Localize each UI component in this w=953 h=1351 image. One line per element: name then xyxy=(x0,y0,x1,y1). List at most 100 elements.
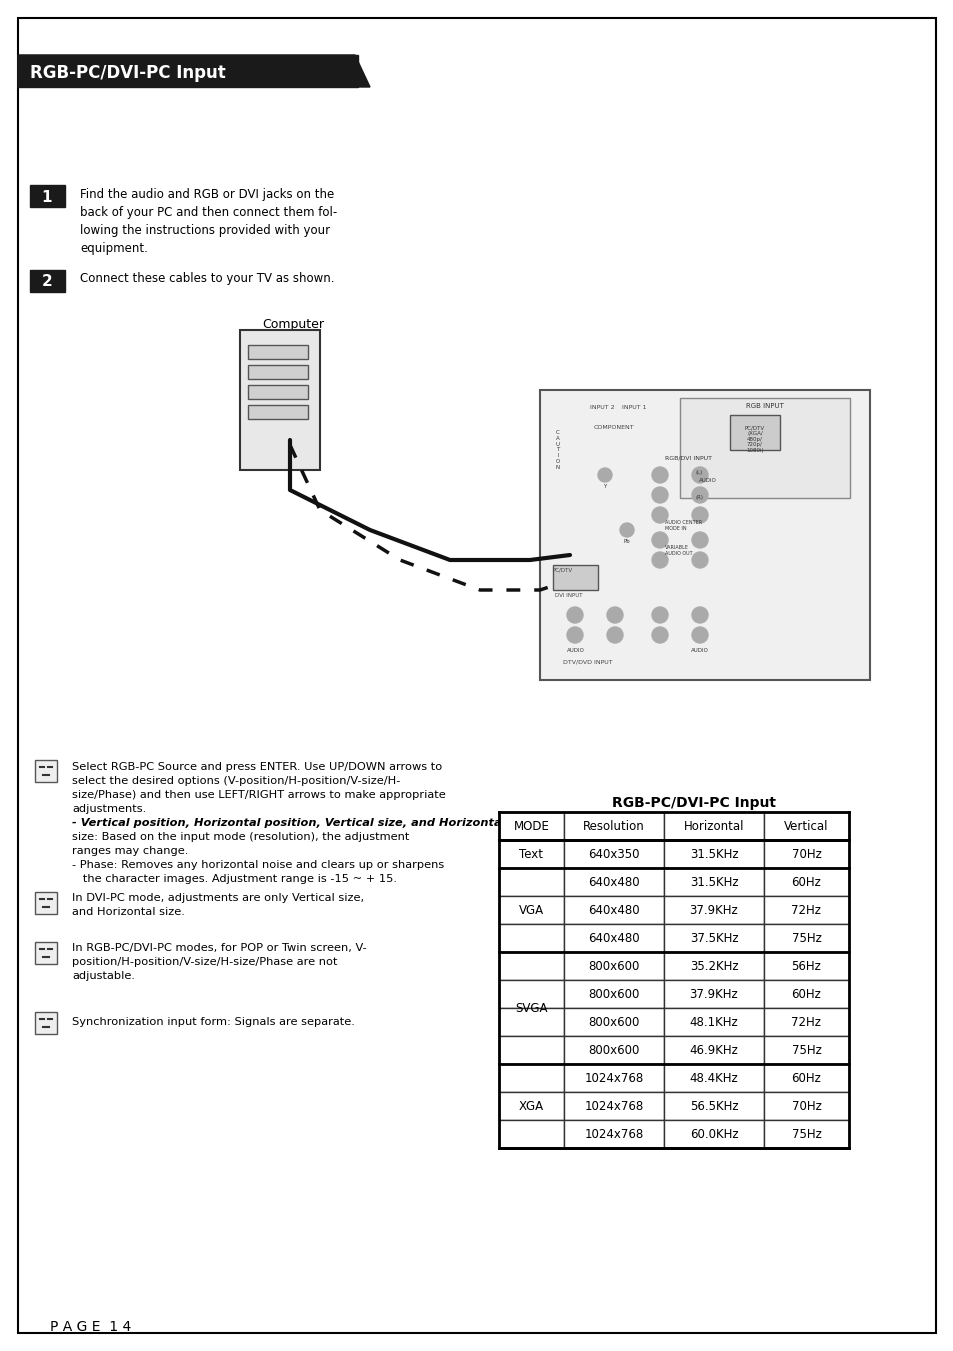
Text: Synchronization input form: Signals are separate.: Synchronization input form: Signals are … xyxy=(71,1017,355,1027)
Text: COMPONENT: COMPONENT xyxy=(594,426,634,430)
Bar xyxy=(663,979,763,1008)
Bar xyxy=(498,952,563,979)
Text: 46.9KHz: 46.9KHz xyxy=(689,1043,738,1056)
Text: 800x600: 800x600 xyxy=(588,959,639,973)
Text: 75Hz: 75Hz xyxy=(791,931,821,944)
Bar xyxy=(563,924,663,952)
Circle shape xyxy=(651,607,667,623)
Text: 1024x768: 1024x768 xyxy=(584,1071,643,1085)
Text: Connect these cables to your TV as shown.: Connect these cables to your TV as shown… xyxy=(80,272,335,285)
Text: 48.4KHz: 48.4KHz xyxy=(689,1071,738,1085)
Circle shape xyxy=(651,553,667,567)
Bar xyxy=(663,952,763,979)
Bar xyxy=(498,867,563,896)
Circle shape xyxy=(566,607,582,623)
Circle shape xyxy=(691,467,707,484)
Bar xyxy=(663,840,763,867)
Bar xyxy=(763,867,848,896)
Text: AUDIO: AUDIO xyxy=(699,478,717,484)
Text: VARIABLE
AUDIO OUT: VARIABLE AUDIO OUT xyxy=(664,544,692,555)
Text: Select RGB-PC Source and press ENTER. Use UP/DOWN arrows to: Select RGB-PC Source and press ENTER. Us… xyxy=(71,762,442,771)
Bar xyxy=(663,1008,763,1036)
Text: 800x600: 800x600 xyxy=(588,988,639,1001)
Text: 1: 1 xyxy=(42,189,52,204)
Circle shape xyxy=(606,627,622,643)
Text: VGA: VGA xyxy=(518,904,543,916)
Bar xyxy=(35,761,57,782)
Text: Find the audio and RGB or DVI jacks on the
back of your PC and then connect them: Find the audio and RGB or DVI jacks on t… xyxy=(80,188,337,255)
Bar xyxy=(498,924,563,952)
Bar xyxy=(30,185,65,207)
Text: INPUT 2: INPUT 2 xyxy=(589,405,614,409)
Circle shape xyxy=(619,523,634,536)
Text: 2: 2 xyxy=(42,273,52,289)
Text: size: Based on the input mode (resolution), the adjustment: size: Based on the input mode (resolutio… xyxy=(71,832,409,842)
Bar xyxy=(763,1065,848,1092)
Text: AUDIO CENTER
MODE IN: AUDIO CENTER MODE IN xyxy=(664,520,701,531)
Bar xyxy=(763,924,848,952)
Bar xyxy=(763,1120,848,1148)
Text: 70Hz: 70Hz xyxy=(791,1100,821,1112)
Bar xyxy=(248,345,308,359)
Text: 800x600: 800x600 xyxy=(588,1043,639,1056)
Bar xyxy=(563,1092,663,1120)
Text: 35.2KHz: 35.2KHz xyxy=(689,959,738,973)
Bar xyxy=(498,1120,563,1148)
Bar xyxy=(763,1092,848,1120)
Text: 72Hz: 72Hz xyxy=(791,1016,821,1028)
Text: P A G E  1 4: P A G E 1 4 xyxy=(50,1320,132,1333)
Text: the character images. Adjustment range is -15 ~ + 15.: the character images. Adjustment range i… xyxy=(71,874,396,884)
Circle shape xyxy=(606,607,622,623)
Text: RGB-PC/DVI-PC Input: RGB-PC/DVI-PC Input xyxy=(30,63,226,82)
Circle shape xyxy=(566,627,582,643)
Bar xyxy=(663,924,763,952)
Circle shape xyxy=(651,532,667,549)
Bar xyxy=(35,892,57,915)
Text: AUDIO: AUDIO xyxy=(690,648,708,653)
Text: Horizontal: Horizontal xyxy=(683,820,743,832)
Bar xyxy=(30,270,65,292)
Bar xyxy=(498,1008,563,1036)
Text: C
A
U
T
I
O
N: C A U T I O N xyxy=(556,430,559,470)
Bar xyxy=(248,405,308,419)
Text: 800x600: 800x600 xyxy=(588,1016,639,1028)
Text: PC/DTV: PC/DTV xyxy=(553,567,573,573)
Text: XGA: XGA xyxy=(518,1100,543,1112)
Text: 60Hz: 60Hz xyxy=(791,875,821,889)
Text: 640x480: 640x480 xyxy=(588,904,639,916)
Bar xyxy=(498,896,563,924)
Text: 56.5KHz: 56.5KHz xyxy=(689,1100,738,1112)
Polygon shape xyxy=(18,55,370,86)
Text: - Phase: Removes any horizontal noise and clears up or sharpens: - Phase: Removes any horizontal noise an… xyxy=(71,861,444,870)
Bar xyxy=(763,896,848,924)
Text: Text: Text xyxy=(519,847,543,861)
Text: 37.5KHz: 37.5KHz xyxy=(689,931,738,944)
Text: ranges may change.: ranges may change. xyxy=(71,846,188,857)
Bar xyxy=(18,55,357,86)
Circle shape xyxy=(691,532,707,549)
Text: In RGB-PC/DVI-PC modes, for POP or Twin screen, V-
position/H-position/V-size/H-: In RGB-PC/DVI-PC modes, for POP or Twin … xyxy=(71,943,366,981)
Text: 31.5KHz: 31.5KHz xyxy=(689,875,738,889)
Bar xyxy=(563,867,663,896)
Bar xyxy=(563,1065,663,1092)
Text: 640x480: 640x480 xyxy=(588,931,639,944)
Text: Computer: Computer xyxy=(262,317,324,331)
Text: Y: Y xyxy=(602,484,606,489)
Bar xyxy=(663,812,763,840)
Bar xyxy=(563,979,663,1008)
Bar xyxy=(35,942,57,965)
Bar xyxy=(498,1036,563,1065)
Text: (R): (R) xyxy=(696,494,703,500)
Text: 60Hz: 60Hz xyxy=(791,1071,821,1085)
Text: 1024x768: 1024x768 xyxy=(584,1128,643,1140)
Circle shape xyxy=(651,486,667,503)
Circle shape xyxy=(691,627,707,643)
Text: SVGA: SVGA xyxy=(515,1001,547,1015)
Bar xyxy=(498,840,563,867)
Bar xyxy=(563,952,663,979)
Text: size/Phase) and then use LEFT/RIGHT arrows to make appropriate: size/Phase) and then use LEFT/RIGHT arro… xyxy=(71,790,445,800)
Bar xyxy=(498,812,563,840)
Circle shape xyxy=(691,553,707,567)
Bar xyxy=(763,1008,848,1036)
Bar xyxy=(563,1036,663,1065)
